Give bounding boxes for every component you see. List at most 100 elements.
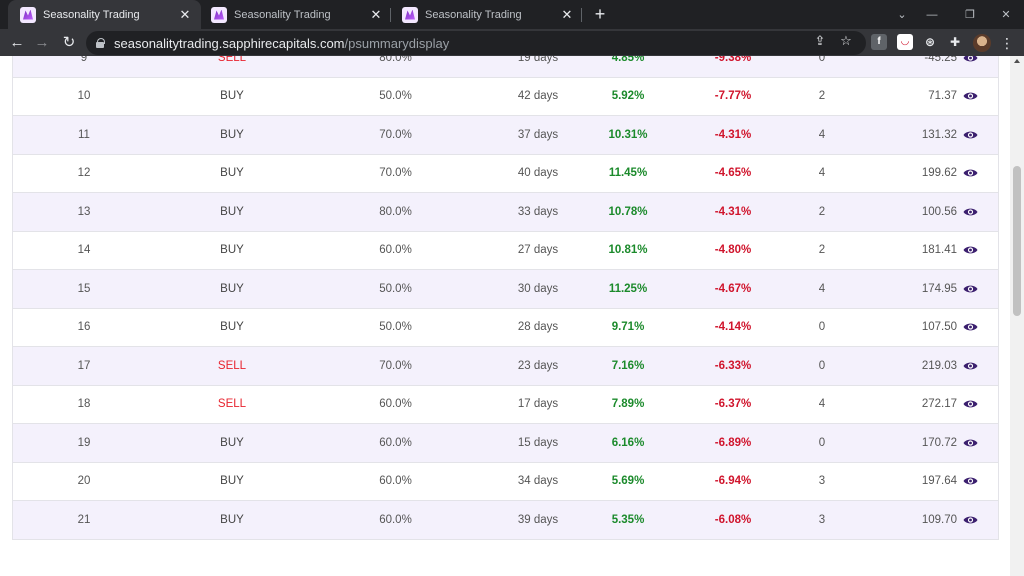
duration-value: 17 days xyxy=(517,398,559,411)
view-eye-icon[interactable] xyxy=(955,116,985,154)
browser-toolbar: ← → ↻ seasonalitytrading.sapphirecapital… xyxy=(0,29,1024,56)
reload-icon[interactable]: ↻ xyxy=(62,34,76,51)
fingerprint-extension-icon[interactable]: ⊛ xyxy=(924,35,936,49)
tab-divider xyxy=(390,8,391,22)
loss-value: -4.80% xyxy=(714,244,752,257)
back-arrow-icon[interactable]: ← xyxy=(9,34,25,51)
restore-icon[interactable]: ❐ xyxy=(965,9,975,21)
accuracy-value: 60.0% xyxy=(379,513,412,526)
tab-close-icon[interactable]: ✕ xyxy=(561,6,573,22)
duration-value: 33 days xyxy=(517,205,559,218)
forward-arrow-icon[interactable]: → xyxy=(34,34,50,51)
url-path: /psummarydisplay xyxy=(344,35,450,51)
loss-value: -4.31% xyxy=(714,128,752,141)
view-eye-icon[interactable] xyxy=(955,193,985,231)
gain-value: 9.71% xyxy=(611,321,645,334)
pnl-value: 199.62 xyxy=(921,167,957,180)
gain-value: 10.81% xyxy=(608,244,648,257)
table-row: 15 BUY 50.0% 30 days 11.25% -4.67% 4 174.95 xyxy=(12,270,999,309)
view-eye-icon[interactable] xyxy=(955,270,985,308)
browser-menu-icon[interactable]: ⋮ xyxy=(1000,35,1014,51)
address-bar[interactable]: seasonalitytrading.sapphirecapitals.com /… xyxy=(86,31,866,55)
tab-seasonality-trading-2[interactable]: Seasonality Trading ✕ xyxy=(199,0,392,29)
pnl-value: 272.17 xyxy=(921,398,957,411)
scrollbar-thumb[interactable] xyxy=(1013,166,1021,316)
row-number: 13 xyxy=(77,205,91,218)
tab-seasonality-trading-1[interactable]: Seasonality Trading ✕ xyxy=(8,0,201,29)
row-number: 14 xyxy=(77,244,91,257)
accuracy-value: 80.0% xyxy=(379,56,412,64)
row-number: 11 xyxy=(78,128,90,141)
site-favicon xyxy=(211,6,227,23)
tab-search-chevron-icon[interactable]: ⌄ xyxy=(897,9,907,21)
loss-value: -9.38% xyxy=(714,56,752,64)
duration-value: 19 days xyxy=(517,56,559,64)
accuracy-value: 60.0% xyxy=(379,475,412,488)
row-number: 15 xyxy=(77,282,91,295)
accuracy-value: 80.0% xyxy=(379,205,412,218)
signal-type: BUY xyxy=(220,513,244,526)
pocket-extension-icon[interactable]: ◡ xyxy=(897,34,913,50)
count-value: 2 xyxy=(818,244,826,257)
gain-value: 10.78% xyxy=(608,205,648,218)
duration-value: 23 days xyxy=(517,359,559,372)
row-number: 20 xyxy=(77,475,91,488)
view-eye-icon[interactable] xyxy=(955,347,985,385)
duration-value: 34 days xyxy=(517,475,559,488)
row-number: 16 xyxy=(77,321,91,334)
view-eye-icon[interactable] xyxy=(955,78,985,116)
loss-value: -6.89% xyxy=(714,436,752,449)
view-eye-icon[interactable] xyxy=(955,232,985,270)
view-eye-icon[interactable] xyxy=(955,56,985,77)
view-eye-icon[interactable] xyxy=(955,309,985,347)
tab-close-icon[interactable]: ✕ xyxy=(179,6,191,22)
accuracy-value: 60.0% xyxy=(379,244,412,257)
signal-type: SELL xyxy=(217,398,247,411)
view-eye-icon[interactable] xyxy=(955,501,985,539)
tab-divider xyxy=(581,8,582,22)
table-row: 12 BUY 70.0% 40 days 11.45% -4.65% 4 199.62 xyxy=(12,154,999,193)
tab-close-icon[interactable]: ✕ xyxy=(370,6,382,22)
accuracy-value: 60.0% xyxy=(379,436,412,449)
share-icon[interactable]: ⇪ xyxy=(814,33,826,48)
gain-value: 7.89% xyxy=(611,398,645,411)
signal-type: SELL xyxy=(217,56,247,64)
extensions-puzzle-icon[interactable]: ✚ xyxy=(949,35,961,49)
accuracy-value: 50.0% xyxy=(379,90,412,103)
new-tab-plus-icon[interactable]: + xyxy=(594,4,606,24)
loss-value: -6.94% xyxy=(714,475,752,488)
duration-value: 39 days xyxy=(517,513,559,526)
view-eye-icon[interactable] xyxy=(955,386,985,424)
gain-value: 7.16% xyxy=(611,359,645,372)
count-value: 2 xyxy=(818,205,826,218)
signal-type: BUY xyxy=(220,205,244,218)
loss-value: -6.33% xyxy=(714,359,752,372)
tab-seasonality-trading-3[interactable]: Seasonality Trading ✕ xyxy=(390,0,583,29)
duration-value: 37 days xyxy=(517,128,559,141)
pnl-value: 170.72 xyxy=(921,436,957,449)
page-scrollbar[interactable] xyxy=(1010,56,1024,576)
signal-type: BUY xyxy=(220,436,244,449)
pnl-value: 174.95 xyxy=(921,282,957,295)
view-eye-icon[interactable] xyxy=(955,463,985,501)
signal-type: BUY xyxy=(220,321,244,334)
bookmark-star-icon[interactable]: ☆ xyxy=(840,33,852,48)
facebook-extension-icon[interactable]: f xyxy=(871,34,887,50)
gain-value: 5.35% xyxy=(611,513,645,526)
table-row: 20 BUY 60.0% 34 days 5.69% -6.94% 3 197.64 xyxy=(12,462,999,501)
window-close-icon[interactable]: ✕ xyxy=(1001,9,1011,21)
view-eye-icon[interactable] xyxy=(955,424,985,462)
minimize-icon[interactable]: — xyxy=(926,8,938,21)
table-row: 21 BUY 60.0% 39 days 5.35% -6.08% 3 109.70 xyxy=(12,501,999,540)
scroll-up-arrow-icon[interactable] xyxy=(1014,59,1020,63)
count-value: 0 xyxy=(818,436,826,449)
accuracy-value: 50.0% xyxy=(379,282,412,295)
lock-icon[interactable] xyxy=(96,38,105,48)
profile-avatar[interactable] xyxy=(973,34,991,52)
gain-value: 6.16% xyxy=(611,436,645,449)
tab-title: Seasonality Trading xyxy=(425,8,522,21)
gain-value: 4.85% xyxy=(611,56,645,64)
count-value: 4 xyxy=(818,398,826,411)
view-eye-icon[interactable] xyxy=(955,155,985,193)
site-favicon xyxy=(402,6,418,23)
